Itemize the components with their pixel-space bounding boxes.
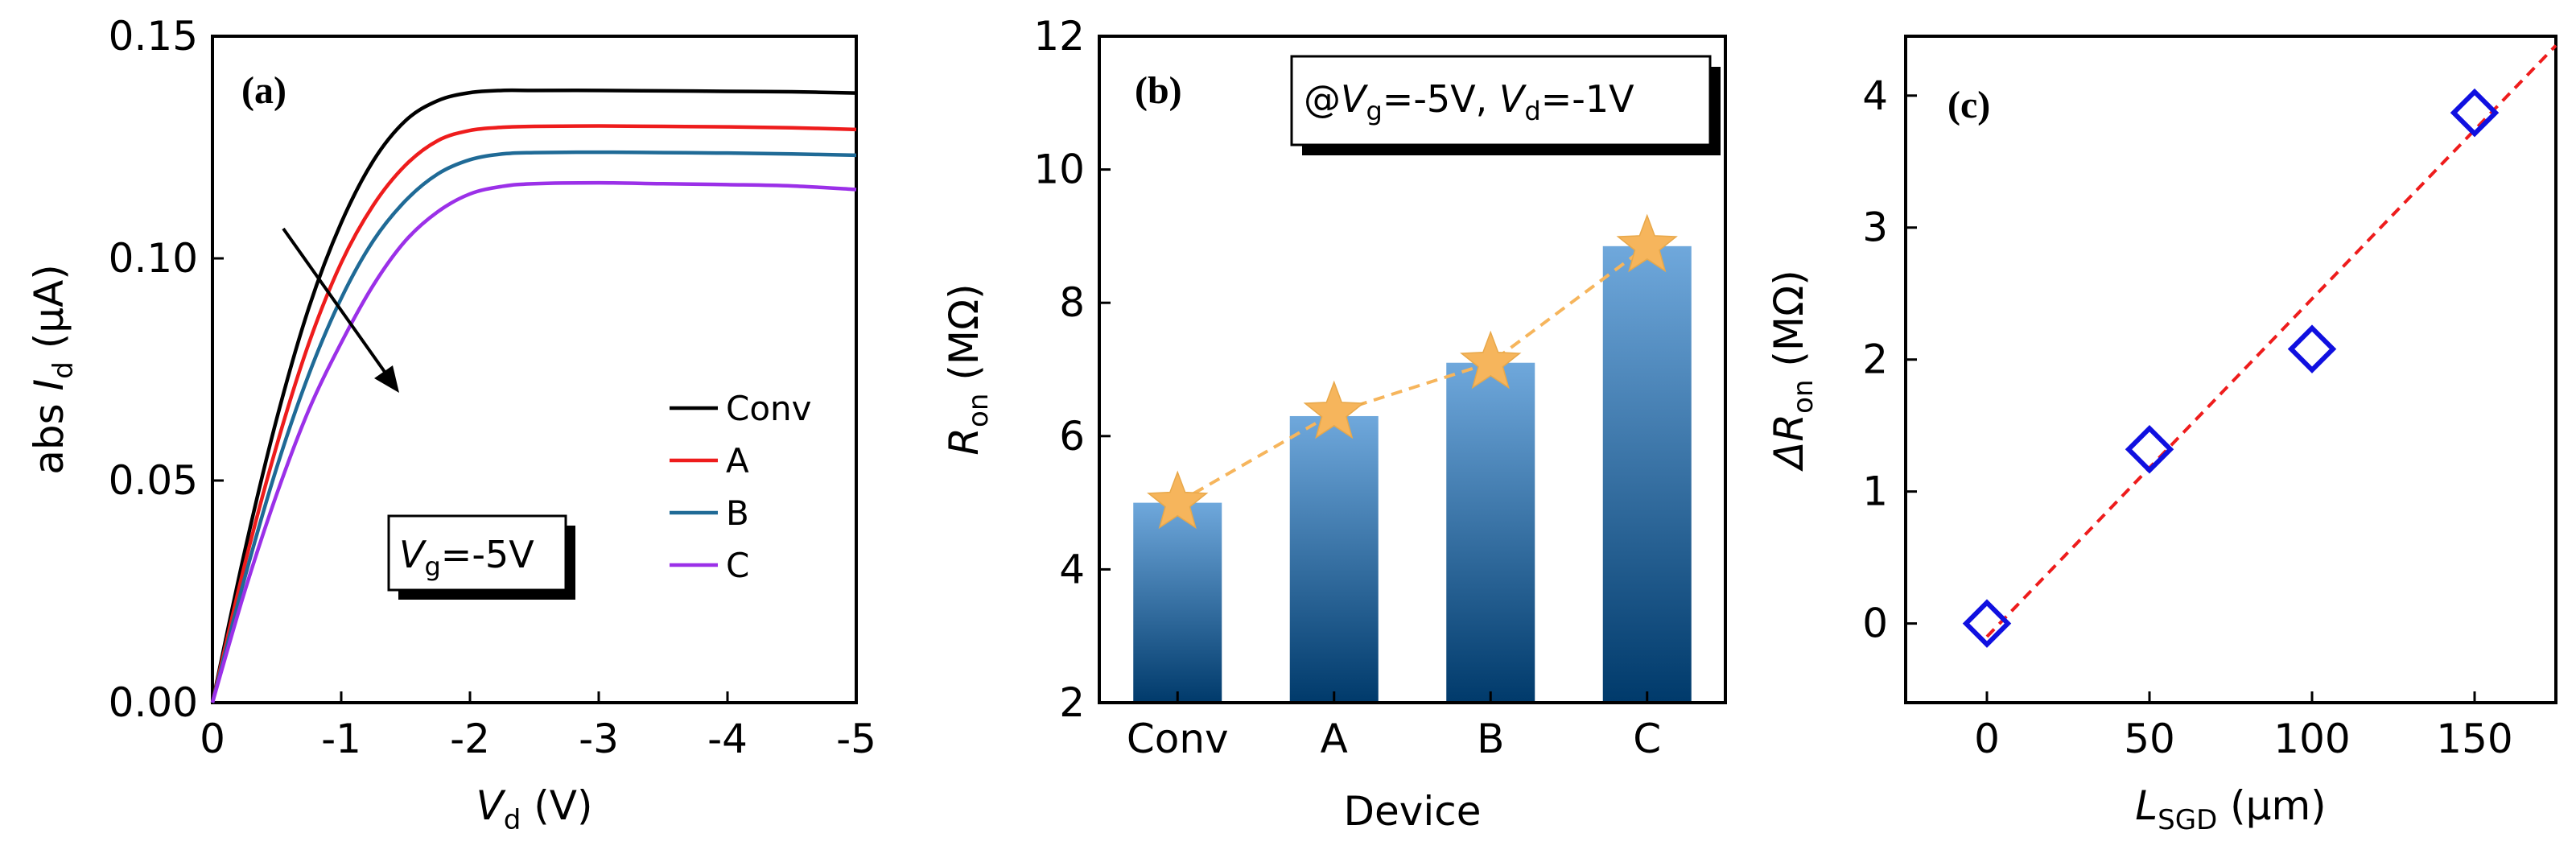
- legend-label-conv: Conv: [726, 389, 812, 428]
- panel-b-label: (b): [1135, 69, 1182, 112]
- series-line-b: [210, 150, 857, 703]
- trend-arrow-shaft: [282, 227, 386, 373]
- y-tick-label-a: 0.10: [109, 235, 198, 282]
- series-line-conv: [210, 88, 857, 703]
- x-tick-label-c: 0: [1974, 716, 2000, 762]
- y-tick-label-a: 0.00: [109, 679, 198, 726]
- trend-arrow-head: [374, 365, 399, 393]
- bias-annotation: @Vg=-5V, Vd=-1V: [1304, 77, 1634, 126]
- star-marker-c: [1616, 213, 1678, 273]
- y-tick-label-c: 2: [1862, 336, 1888, 383]
- x-axis-label-a: Vd (V): [476, 782, 593, 836]
- x-tick-label-a: -1: [321, 716, 361, 762]
- panel-a: 0 -1 -2 -3 -4 -5 0.00 0.05 0.10 0.15 (a) Vg=-5V C…: [26, 13, 876, 836]
- y-tick-label-a: 0.15: [109, 13, 198, 60]
- legend-label-a: A: [726, 441, 749, 481]
- y-tick-label-b: 4: [1059, 546, 1085, 592]
- legend-label-b: B: [726, 493, 749, 533]
- linear-fit-line: [1985, 44, 2557, 638]
- y-tick-label-a: 0.05: [109, 457, 198, 504]
- data-point: [2125, 424, 2174, 474]
- y-axis-label-b: Ron (MΩ): [941, 283, 995, 455]
- data-point: [2450, 88, 2500, 138]
- x-axis-label-c: LSGD (μm): [2135, 782, 2326, 836]
- x-tick-label-a: 0: [200, 716, 225, 762]
- panel-c: 0 50 100 150 0 1 2 3 4 (c) LSGD (μm) ΔRon (MΩ): [1766, 35, 2557, 836]
- star-marker-a: [1303, 380, 1365, 439]
- panel-c-frame: [1904, 35, 2557, 704]
- panel-c-label: (c): [1947, 84, 1990, 126]
- x-tick-label-c: 150: [2436, 716, 2512, 762]
- y-tick-label-b: 10: [1033, 146, 1085, 193]
- panel-b: Conv A B C 2 4 6 8 10 12 (b) @Vg=-5V, Vd=-1V Devi…: [941, 13, 1727, 835]
- category-label-conv: Conv: [1127, 716, 1229, 762]
- y-tick-label-c: 0: [1862, 600, 1888, 647]
- data-point: [2287, 324, 2337, 373]
- bar-conv: [1133, 502, 1222, 703]
- y-tick-label-c: 1: [1862, 468, 1888, 515]
- star-marker-b: [1460, 330, 1522, 390]
- panel-a-frame: [211, 35, 858, 704]
- x-axis-label-b: Device: [1344, 788, 1482, 835]
- x-tick-label-c: 50: [2124, 716, 2175, 762]
- y-tick-label-b: 8: [1059, 279, 1085, 326]
- y-tick-label-c: 3: [1862, 204, 1888, 251]
- x-tick-label-a: -3: [579, 716, 619, 762]
- vg-annotation: Vg=-5V: [399, 533, 534, 582]
- y-tick-label-c: 4: [1862, 72, 1888, 119]
- y-axis-label-c: ΔRon (MΩ): [1766, 270, 1820, 472]
- category-label-a: A: [1321, 716, 1348, 762]
- annotation-box: [387, 514, 567, 592]
- annotation-box-b: [1290, 55, 1712, 146]
- y-axis-label-a: abs Id (μA): [26, 264, 80, 475]
- series-line-a: [210, 124, 857, 703]
- data-point: [1962, 599, 2012, 648]
- x-tick-label-a: -4: [707, 716, 748, 762]
- x-tick-label-c: 100: [2273, 716, 2350, 762]
- y-tick-label-b: 2: [1059, 679, 1085, 726]
- legend: Conv ABC: [670, 389, 812, 585]
- bar-b: [1446, 362, 1535, 703]
- x-tick-label-a: -5: [836, 716, 876, 762]
- legend-label-c: C: [726, 546, 749, 585]
- category-label-b: B: [1477, 716, 1504, 762]
- bar-c: [1602, 245, 1692, 703]
- bar-a: [1289, 415, 1379, 703]
- trend-dashed-line: [1177, 245, 1648, 505]
- x-tick-label-a: -2: [450, 716, 490, 762]
- panel-b-frame: [1098, 35, 1727, 704]
- panel-a-label: (a): [241, 69, 286, 112]
- y-tick-label-b: 6: [1059, 413, 1085, 460]
- category-label-c: C: [1633, 716, 1661, 762]
- series-line-c: [210, 180, 857, 703]
- star-marker-conv: [1147, 470, 1209, 530]
- y-tick-label-b: 12: [1033, 13, 1085, 60]
